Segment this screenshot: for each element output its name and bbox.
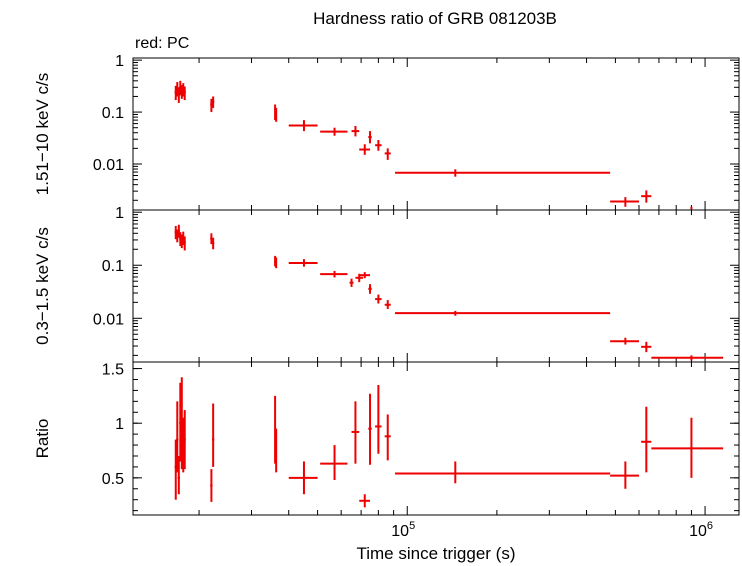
- y-tick-label: 1: [115, 205, 124, 222]
- chart-subtitle: red: PC: [135, 35, 189, 52]
- y-tick-label: 0.1: [102, 258, 124, 275]
- y-tick-label: 0.5: [102, 471, 124, 488]
- panels: 1 0.1 0.01 1.51−10 keV c/s 1 0.1 0.01 0.3−1.5 k…: [33, 53, 740, 540]
- data-point: [183, 410, 186, 470]
- data-point: [211, 403, 215, 467]
- data-point: [177, 455, 180, 495]
- data-point: [368, 284, 372, 294]
- data-point: [610, 461, 639, 489]
- data-point: [395, 169, 611, 177]
- data-point: [183, 236, 186, 251]
- data-point: [375, 139, 382, 151]
- y-axis-label-hard: 1.51−10 keV c/s: [33, 73, 52, 195]
- y-tick-label: 0.01: [93, 157, 124, 174]
- data-point: [288, 259, 318, 267]
- data-point: [288, 461, 318, 495]
- y-axis-label-soft: 0.3−1.5 keV c/s: [33, 227, 52, 345]
- data-point: [320, 445, 348, 481]
- data-point: [359, 144, 371, 155]
- data-point: [351, 125, 360, 137]
- data-point: [375, 384, 382, 454]
- panel-frame: [132, 209, 740, 363]
- data-point: [210, 469, 213, 502]
- data-point: [395, 461, 611, 484]
- data-point: [176, 401, 179, 473]
- data-point: [288, 120, 318, 132]
- data-point: [368, 131, 372, 144]
- data-point: [183, 86, 186, 101]
- data-point: [320, 127, 348, 136]
- y-tick-label: 0.01: [93, 311, 124, 328]
- data-point: [275, 257, 278, 269]
- data-point: [651, 417, 724, 478]
- data-point: [211, 237, 215, 250]
- data-point: [368, 393, 372, 465]
- data-point: [610, 337, 639, 345]
- y-tick-label: 0.1: [102, 105, 124, 122]
- panel-hard: 1 0.1 0.01 1.51−10 keV c/s: [33, 53, 740, 211]
- data-point: [384, 300, 391, 309]
- panel-ratio: 1.5 1 0.5 Ratio: [33, 361, 740, 516]
- data-point: [351, 401, 360, 464]
- y-tick-label: 1: [115, 53, 124, 70]
- data-point: [641, 341, 652, 353]
- y-tick-label: 1: [115, 416, 124, 433]
- data-point: [395, 310, 611, 316]
- data-point: [375, 294, 382, 304]
- data-point: [275, 428, 278, 473]
- x-tick-label: 105: [391, 520, 415, 540]
- chart-title: Hardness ratio of GRB 081203B: [313, 9, 557, 28]
- panel-frame: [132, 361, 740, 516]
- data-point: [610, 197, 639, 207]
- data-point: [177, 224, 180, 238]
- panel-frame: [132, 57, 740, 211]
- data-point: [349, 278, 354, 287]
- x-axis-label: Time since trigger (s): [356, 544, 515, 563]
- data-point: [641, 406, 652, 473]
- data-point: [359, 494, 371, 508]
- data-point: [641, 190, 652, 203]
- y-tick-label: 1.5: [102, 362, 124, 379]
- data-point: [651, 355, 724, 361]
- data-point: [211, 96, 215, 108]
- data-point: [384, 148, 391, 160]
- data-point: [275, 107, 278, 122]
- panel-soft: 1 0.1 0.01 0.3−1.5 keV c/s: [33, 205, 740, 363]
- data-point: [690, 206, 693, 210]
- data-point: [384, 414, 391, 461]
- data-point: [320, 270, 348, 278]
- y-axis-label-ratio: Ratio: [33, 419, 52, 459]
- x-tick-label: 106: [689, 520, 713, 540]
- data-point: [359, 272, 371, 279]
